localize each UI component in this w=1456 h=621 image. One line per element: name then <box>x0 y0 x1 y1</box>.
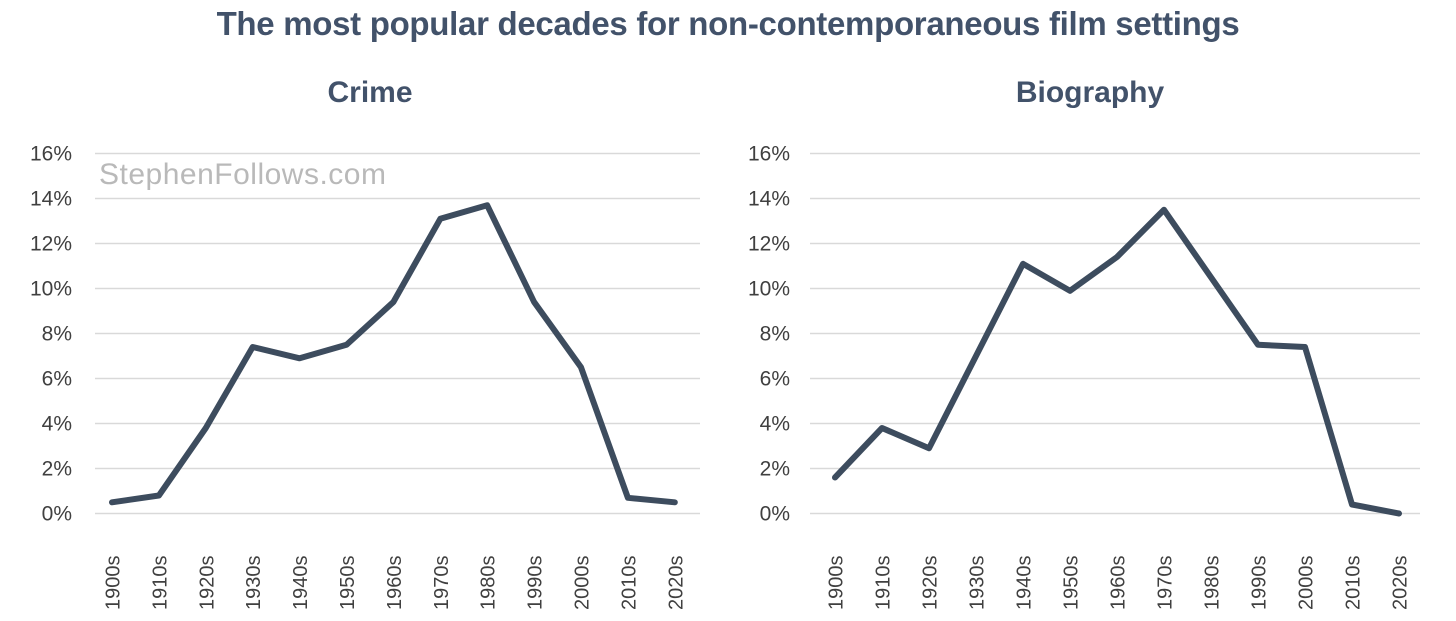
biography-x-tick-label: 2010s <box>1343 556 1365 611</box>
biography-x-tick-label: 2000s <box>1296 556 1318 611</box>
crime-x-tick-label: 1900s <box>103 556 125 611</box>
crime-y-tick-label: 8% <box>42 323 72 346</box>
biography-x-tick-label: 1910s <box>873 556 895 611</box>
biography-x-tick-label: 1950s <box>1061 556 1083 611</box>
biography-y-tick-label: 8% <box>760 323 790 346</box>
biography-x-tick-label: 1940s <box>1014 556 1036 611</box>
crime-x-tick-label: 1930s <box>243 556 265 611</box>
crime-y-tick-label: 10% <box>30 278 72 301</box>
crime-x-tick-label: 1920s <box>196 556 218 611</box>
crime-y-tick-label: 14% <box>30 188 72 211</box>
crime-y-tick-label: 2% <box>42 458 72 481</box>
crime-series-line <box>109 202 678 506</box>
biography-y-tick-label: 4% <box>760 413 790 436</box>
biography-y-tick-label: 0% <box>760 503 790 526</box>
crime-x-tick-label: 2010s <box>618 556 640 611</box>
biography-x-tick-label: 1900s <box>826 556 848 611</box>
biography-x-tick-label: 1970s <box>1155 556 1177 611</box>
crime-x-tick-label: 1960s <box>384 556 406 611</box>
biography-x-tick-label: 1920s <box>920 556 942 611</box>
crime-x-tick-label: 1940s <box>290 556 312 611</box>
biography-series-line <box>832 206 1402 517</box>
crime-x-tick-label: 1910s <box>149 556 171 611</box>
crime-y-tick-label: 12% <box>30 233 72 256</box>
biography-x-tick-label: 1930s <box>967 556 989 611</box>
biography-x-tick-label: 2020s <box>1390 556 1412 611</box>
biography-y-tick-label: 16% <box>748 143 790 166</box>
biography-panel-title: Biography <box>1015 76 1165 109</box>
biography-x-tick-label: 1960s <box>1108 556 1130 611</box>
crime-y-tick-label: 0% <box>42 503 72 526</box>
crime-x-tick-label: 2000s <box>572 556 594 611</box>
biography-y-tick-label: 12% <box>748 233 790 256</box>
biography-y-tick-label: 14% <box>748 188 790 211</box>
crime-y-tick-label: 6% <box>42 368 72 391</box>
biography-x-tick-label: 1980s <box>1202 556 1224 611</box>
biography-y-tick-label: 6% <box>760 368 790 391</box>
crime-x-tick-label: 1990s <box>525 556 547 611</box>
crime-x-tick-label: 1980s <box>478 556 500 611</box>
biography-y-tick-label: 2% <box>760 458 790 481</box>
crime-y-tick-label: 4% <box>42 413 72 436</box>
crime-y-tick-label: 16% <box>30 143 72 166</box>
crime-panel-title: Crime <box>327 76 413 109</box>
crime-x-tick-label: 1950s <box>337 556 359 611</box>
crime-x-tick-label: 1970s <box>431 556 453 611</box>
watermark-text: StephenFollows.com <box>99 158 387 191</box>
biography-x-tick-label: 1990s <box>1249 556 1271 611</box>
crime-x-tick-label: 2020s <box>665 556 687 611</box>
chart-title: The most popular decades for non-contemp… <box>216 5 1240 42</box>
biography-y-tick-label: 10% <box>748 278 790 301</box>
